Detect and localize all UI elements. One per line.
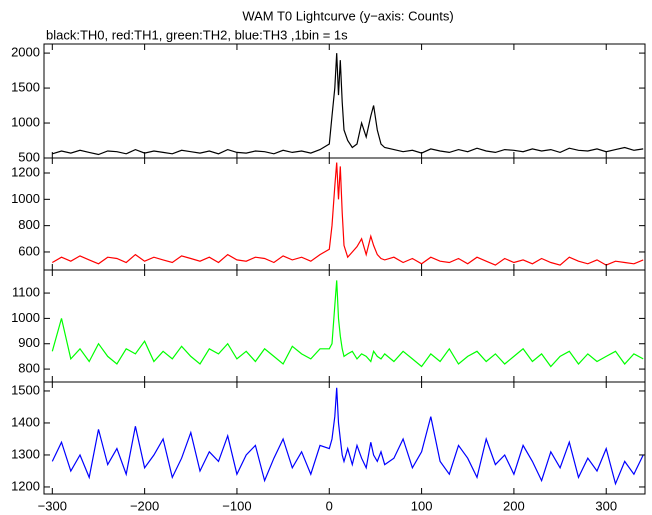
y-tick-label: 1300 [11,446,40,461]
series-line [52,162,644,266]
y-tick-label: 900 [18,335,40,350]
panel-frame [43,157,646,271]
x-tick-label: 200 [503,498,525,513]
series-line [51,280,644,368]
x-tick-label: 0 [326,498,333,513]
y-tick-label: 1500 [11,79,40,94]
panel-frame [43,43,646,159]
chart-subtitle: black:TH0, red:TH1, green:TH2, blue:TH3 … [46,27,348,42]
y-tick-label: 2000 [11,45,40,60]
y-tick-label: 1100 [12,284,40,299]
y-tick-label: 800 [18,361,40,376]
x-tick-label: −100 [222,498,251,513]
series-line [51,387,644,486]
x-tick-label: 100 [411,498,433,513]
y-tick-label: 800 [18,217,40,232]
y-tick-label: 1500 [11,382,40,397]
y-tick-label: 1200 [11,164,40,179]
y-tick-label: 500 [18,149,40,164]
y-tick-label: 1000 [11,310,40,325]
y-tick-label: 1000 [11,114,40,129]
x-tick-label: −300 [38,498,67,513]
panel-frame [43,381,646,495]
chart-title: WAM T0 Lightcurve (y−axis: Counts) [242,8,453,23]
x-tick-label: −200 [130,498,159,513]
y-tick-label: 1000 [11,191,40,206]
y-tick-label: 600 [18,243,40,258]
y-tick-label: 1400 [11,414,40,429]
y-tick-label: 1200 [11,478,40,493]
x-tick-label: 300 [595,498,617,513]
series-line [52,53,644,156]
panel-frame [43,269,646,383]
